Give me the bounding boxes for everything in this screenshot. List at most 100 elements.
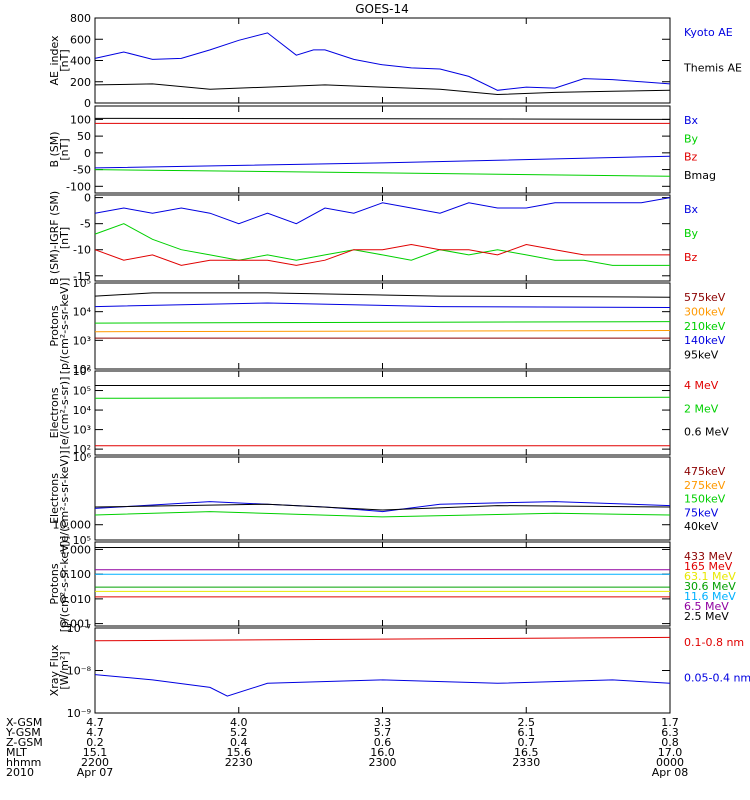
orbit-value: 2230: [225, 756, 253, 769]
orbit-value: 16.0: [370, 746, 395, 759]
orbit-value: 17.0: [658, 746, 683, 759]
orbit-value: 4.7: [86, 716, 104, 729]
orbit-row-label: 2010: [6, 766, 34, 779]
legend-entry: 95keV: [684, 349, 719, 362]
y-tick-label: 0: [84, 147, 91, 160]
y-tick-label: 10⁴: [73, 306, 92, 319]
legend-entry: 75keV: [684, 506, 719, 519]
legend-entry: 4 MeV: [684, 379, 719, 392]
y-axis-label: [nT]: [58, 49, 71, 71]
orbit-value: 2330: [512, 756, 540, 769]
y-axis-label: [e/(cm²-s-sr-keV)]: [58, 450, 71, 546]
legend-entry: Bx: [684, 114, 699, 127]
legend-entry: By: [684, 227, 699, 240]
legend-entry: By: [684, 132, 699, 145]
y-tick-label: 10³: [73, 424, 91, 437]
orbit-value: 6.1: [518, 726, 536, 739]
orbit-value: 15.6: [227, 746, 252, 759]
panel-frame: [94, 456, 671, 541]
y-axis-label: Protons: [48, 305, 61, 346]
y-axis-label: [e/(cm²-s-sr)]: [58, 377, 71, 450]
legend-entry: 30.6 MeV: [684, 580, 736, 593]
y-tick-label: 200: [70, 76, 91, 89]
y-tick-label: -10: [73, 244, 91, 257]
y-axis-label: AE_index: [48, 35, 61, 86]
series-line-0-1-0-8-nm: [94, 636, 671, 642]
y-tick-label: 800: [70, 12, 91, 25]
y-tick-label: 10⁻⁸: [67, 665, 92, 678]
legend-entry: 2 MeV: [684, 402, 719, 415]
series-line-bx: [94, 197, 671, 225]
legend-entry: Bx: [684, 203, 699, 216]
y-tick-label: 1.000: [60, 543, 92, 556]
legend-entry: 2.5 MeV: [684, 610, 729, 623]
y-axis-label: B (SM)-IGRF (SM): [48, 191, 61, 285]
y-tick-label: 400: [70, 55, 91, 68]
series-line-themis-ae: [94, 83, 671, 96]
panel-frame: [94, 282, 671, 370]
legend-entry: 575keV: [684, 291, 726, 304]
series-line-by: [94, 223, 670, 266]
legend-entry: 6.5 MeV: [684, 600, 729, 613]
series-line-0-05-0-4-nm: [94, 674, 671, 697]
y-tick-label: 10⁵: [73, 534, 91, 547]
panel-electrons2: 10⁵ 10⁶ Electrons[e/(cm²-s-sr-keV)] 475keV2…: [48, 450, 726, 547]
legend-entry: 40keV: [684, 520, 719, 533]
orbit-value: 2300: [369, 756, 397, 769]
panel-bigrf: -15 -10 -5 0 B (SM)-IGRF (SM)[nT] Bx By Bz: [48, 191, 699, 285]
legend-entry: 0.05-0.4 nm: [684, 672, 750, 685]
y-tick-label: 10⁶: [73, 451, 92, 464]
legend-entry: 0.6 MeV: [684, 426, 729, 439]
orbit-value: 4.0: [230, 716, 248, 729]
orbit-value: 6.3: [661, 726, 679, 739]
series-line-300kev: [94, 330, 671, 333]
y-tick-label: 600: [70, 33, 91, 46]
panel-frame: [94, 370, 671, 456]
orbit-value: Apr 08: [652, 766, 689, 779]
legend-entry: Bz: [684, 151, 698, 164]
orbit-value: Apr 07: [77, 766, 114, 779]
panel-frame: [94, 541, 671, 627]
series-line-40kev: [94, 503, 671, 511]
plot-title: GOES-14: [355, 2, 409, 16]
orbit-value: 2200: [81, 756, 109, 769]
y-axis-label: [p/(cm²-s-sr-keV)]: [58, 278, 71, 375]
legend-entry: Bmag: [684, 169, 716, 182]
legend-entry: 140keV: [684, 334, 726, 347]
y-axis-label: Xray Flux: [48, 644, 61, 696]
series-line-210kev: [94, 321, 671, 324]
y-axis-label: [W/m²]: [58, 651, 71, 689]
orbit-value: 16.5: [514, 746, 539, 759]
y-tick-label: 10⁻⁹: [67, 707, 91, 720]
y-axis-label: B (SM): [48, 131, 61, 167]
series-line-by: [94, 169, 671, 177]
legend-entry: 165 MeV: [684, 560, 733, 573]
series-line-bmag: [94, 117, 671, 120]
y-tick-label: 0: [84, 97, 91, 110]
legend-entry: Bz: [684, 251, 698, 264]
orbit-value: 0.7: [518, 736, 536, 749]
y-tick-label: 10⁻⁷: [67, 622, 91, 635]
panel-bsm: -100 -50 0 50 100 B (SM)[nT] Bx By Bz Bmag: [48, 105, 716, 194]
y-tick-label: 10⁵: [73, 277, 91, 290]
orbit-row-label: Y-GSM: [5, 726, 41, 739]
legend-entry: 300keV: [684, 305, 726, 318]
y-tick-label: -5: [80, 218, 91, 231]
legend-entry: 11.6 MeV: [684, 590, 736, 603]
y-tick-label: 10⁶: [73, 365, 92, 378]
y-tick-label: 0: [84, 192, 91, 205]
legend-entry: 475keV: [684, 465, 726, 478]
panel-electrons1: 10² 10³ 10⁴ 10⁵ 10⁶ Electrons[e/(cm²-s-sr)] 4 …: [48, 365, 729, 456]
y-axis-label: [p/(cm²-s-sr-keV)]: [58, 536, 71, 633]
orbit-table: X-GSMY-GSMZ-GSMMLThhmm20104.74.70.215.12…: [5, 716, 688, 779]
y-axis-label: Electrons: [48, 387, 61, 438]
y-tick-label: 10³: [73, 334, 91, 347]
y-tick-label: 50: [77, 130, 91, 143]
y-tick-label: 10⁴: [73, 404, 92, 417]
y-tick-label: 10.000: [53, 519, 92, 532]
orbit-row-label: hhmm: [6, 756, 41, 769]
series-line-2-mev: [94, 396, 671, 399]
orbit-value: 1.7: [661, 716, 679, 729]
y-tick-label: 100: [70, 113, 91, 126]
